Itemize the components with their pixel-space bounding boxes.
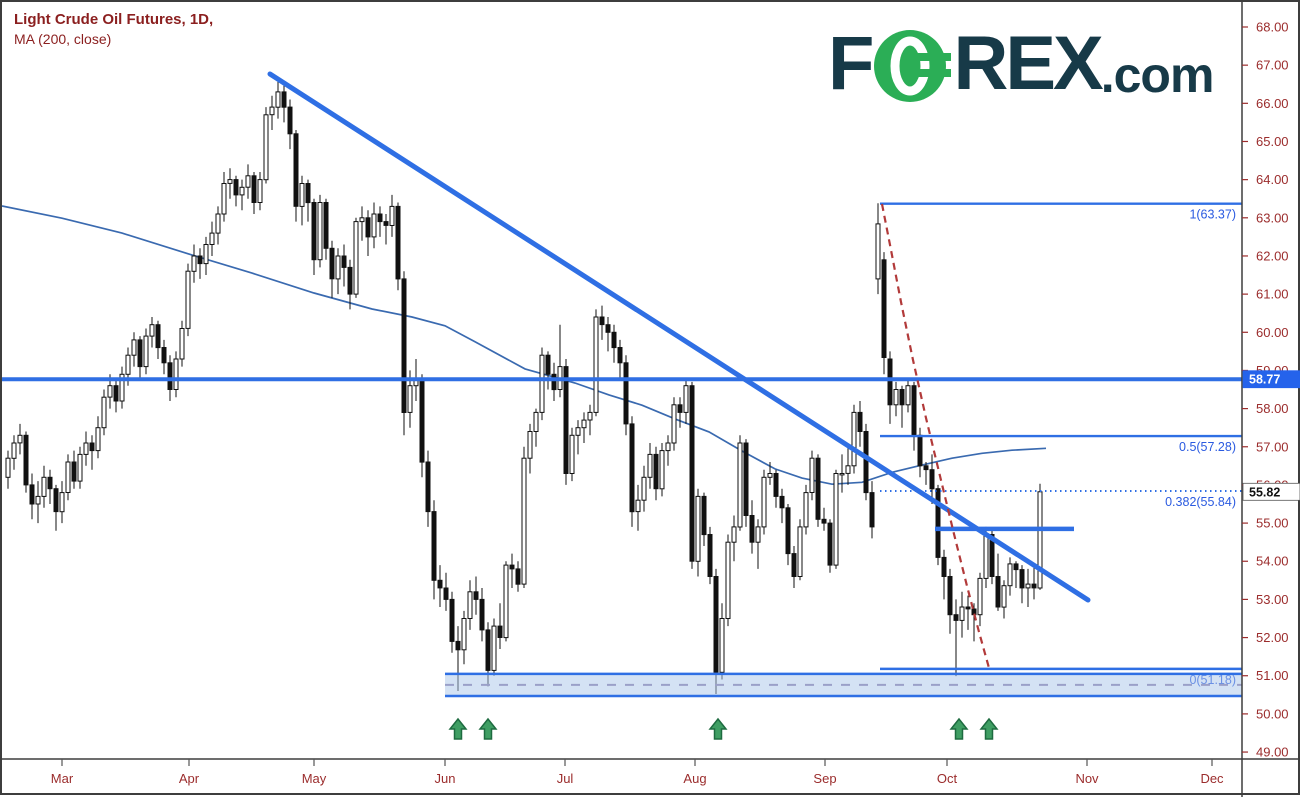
fib-level-label: 0.5(57.28)	[1179, 440, 1236, 454]
up-arrow-icon	[448, 717, 468, 740]
month-tick-label: Sep	[813, 771, 836, 786]
price-tick-label: 66.00	[1256, 96, 1289, 111]
forex-logo: F REX .com	[828, 21, 1215, 106]
forex-logo-f: F	[828, 21, 874, 106]
ma-indicator-label[interactable]: MA (200, close)	[14, 31, 112, 48]
month-tick-label: May	[302, 771, 327, 786]
fib-level-label: 1(63.37)	[1189, 208, 1236, 222]
chart-legend: Light Crude Oil Futures, 1D, MA (200, cl…	[14, 10, 213, 49]
forex-logo-o-icon	[874, 30, 952, 102]
price-tick-label: 63.00	[1256, 210, 1289, 225]
current-price-badge: 55.82	[1242, 482, 1300, 501]
ma-200-line[interactable]	[2, 205, 1047, 486]
resistance-price-badge: 58.77	[1242, 370, 1300, 389]
price-tick-label: 57.00	[1256, 439, 1289, 454]
up-arrow-icon	[979, 717, 999, 740]
month-tick-label: Dec	[1200, 771, 1224, 786]
up-arrow-icon	[949, 717, 969, 740]
up-arrow-icon	[708, 717, 728, 740]
price-tick-label: 64.00	[1256, 172, 1289, 187]
month-tick-label: Oct	[937, 771, 958, 786]
price-tick-label: 51.00	[1256, 668, 1289, 683]
price-tick-label: 50.00	[1256, 706, 1289, 721]
fib-level-label: 0.382(55.84)	[1165, 495, 1236, 509]
price-tick-label: 55.00	[1256, 516, 1289, 531]
price-tick-label: 62.00	[1256, 248, 1289, 263]
price-tick-label: 65.00	[1256, 134, 1289, 149]
price-tick-label: 60.00	[1256, 325, 1289, 340]
price-tick-label: 58.00	[1256, 401, 1289, 416]
fib-retracement[interactable]: 1(63.37)0.5(57.28)0.382(55.84)0(51.18)	[880, 202, 1242, 687]
price-tick-label: 49.00	[1256, 745, 1289, 760]
price-tick-label: 61.00	[1256, 287, 1289, 302]
downtrend-line[interactable]	[267, 71, 1091, 603]
month-tick-label: Apr	[179, 771, 200, 786]
support-zone[interactable]	[445, 672, 1242, 698]
month-tick-label: Aug	[683, 771, 706, 786]
current-price-badge-label: 55.82	[1249, 485, 1280, 499]
month-tick-label: Nov	[1075, 771, 1099, 786]
buy-arrows	[448, 717, 999, 740]
price-tick-label: 67.00	[1256, 58, 1289, 73]
price-axis[interactable]: 68.00 67.00 66.00 65.00 64.00 63.00 62.00 61.00…	[1242, 19, 1289, 760]
forex-logo-com: .com	[1100, 47, 1215, 103]
month-tick-label: Mar	[51, 771, 74, 786]
month-tick-label: Jun	[435, 771, 456, 786]
time-axis[interactable]: Mar Apr May Jun Jul Aug Sep Oct Nov Dec	[51, 759, 1224, 786]
price-tick-label: 53.00	[1256, 592, 1289, 607]
up-arrow-icon	[478, 717, 498, 740]
price-tick-label: 52.00	[1256, 630, 1289, 645]
month-tick-label: Jul	[557, 771, 574, 786]
forex-logo-rex: REX	[953, 21, 1103, 106]
symbol-title[interactable]: Light Crude Oil Futures, 1D,	[14, 11, 214, 28]
price-tick-label: 68.00	[1256, 19, 1289, 34]
price-tick-label: 54.00	[1256, 554, 1289, 569]
red-dashed-curve[interactable]	[880, 203, 991, 669]
resistance-price-badge-label: 58.77	[1249, 373, 1280, 387]
candlestick-series[interactable]	[5, 80, 1043, 694]
